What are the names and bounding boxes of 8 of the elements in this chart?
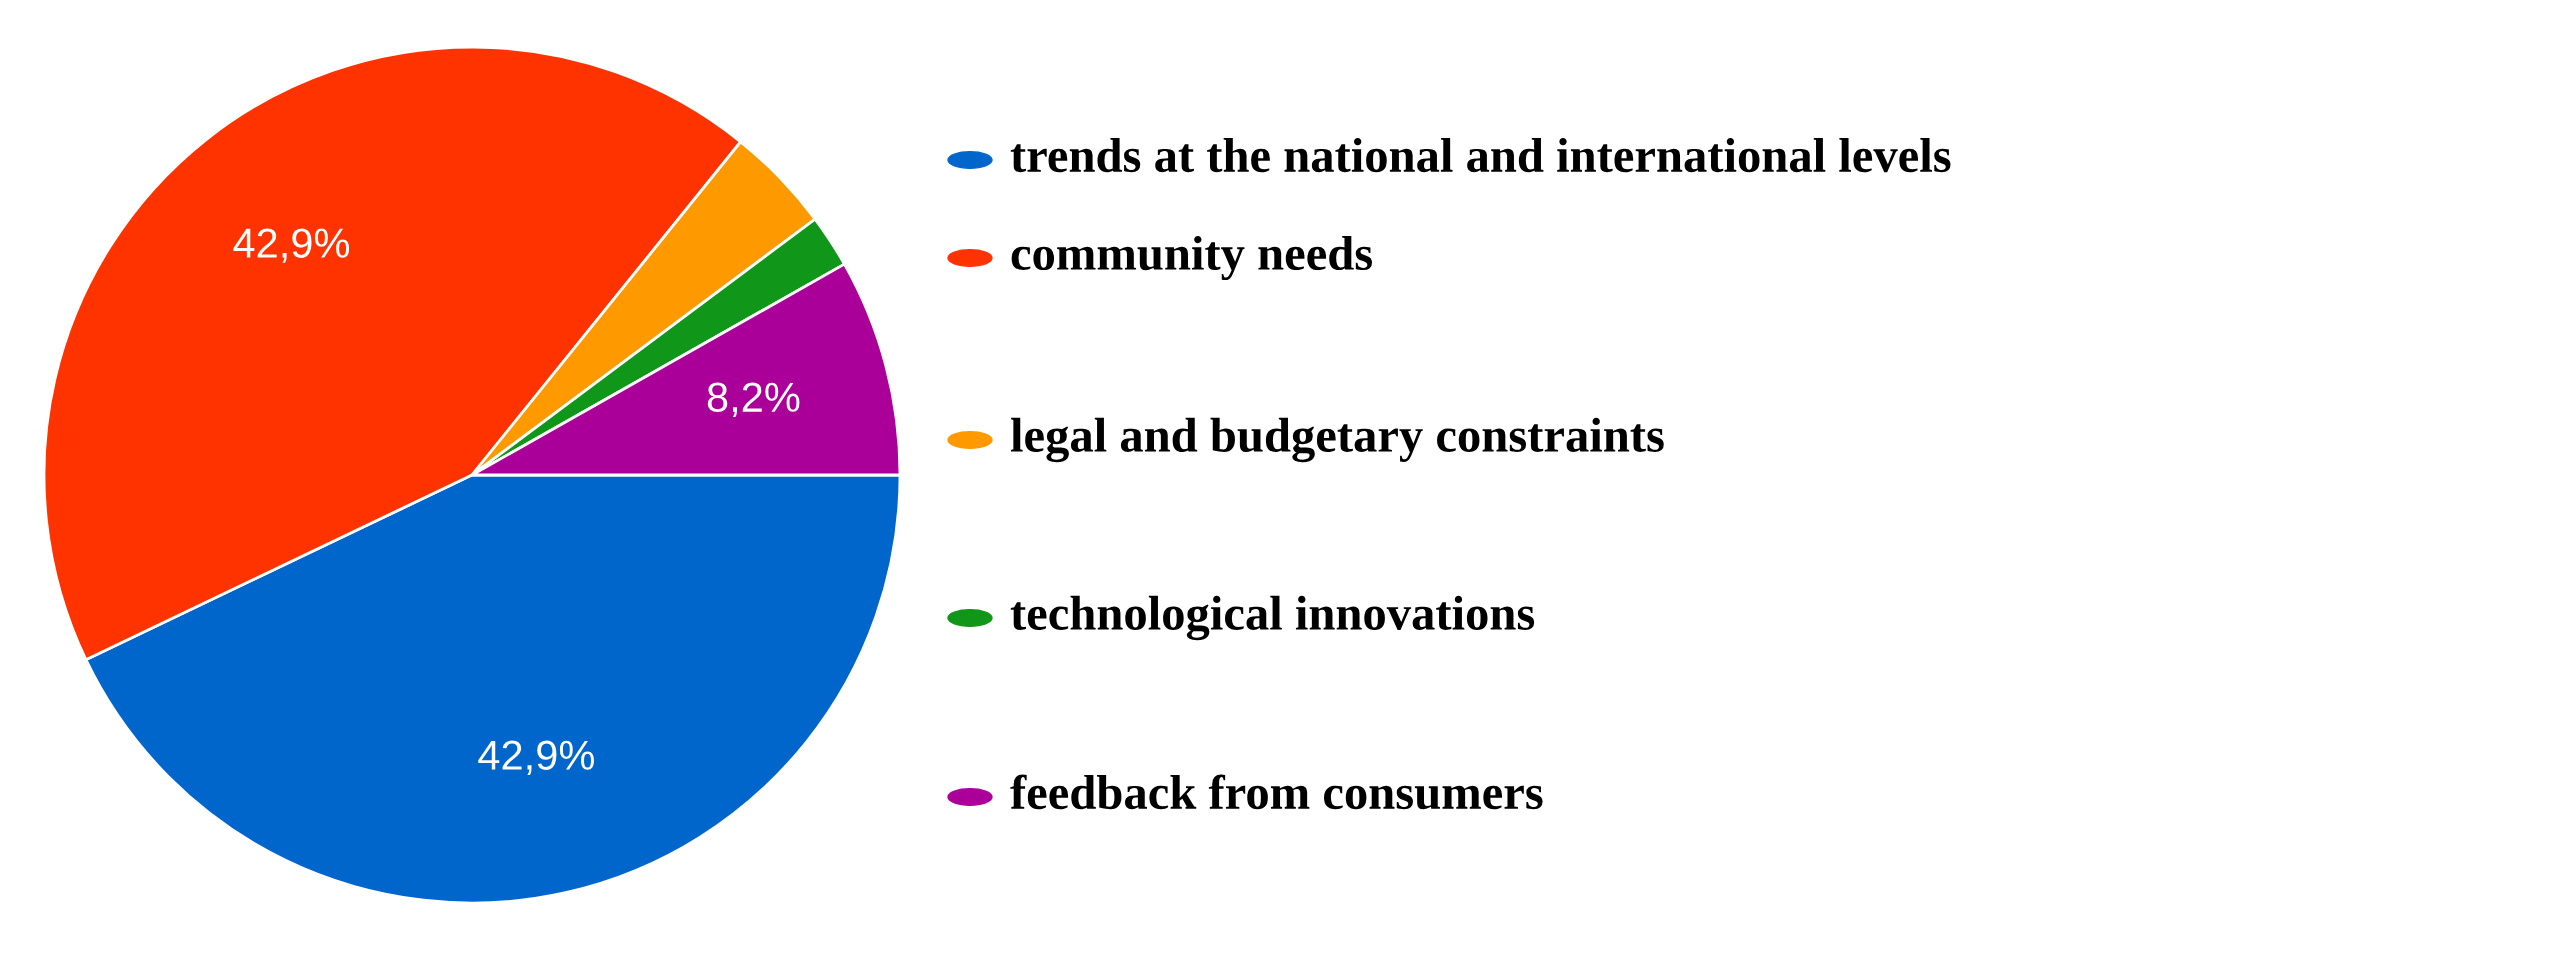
legend-label: trends at the national and international levels — [1010, 137, 1951, 173]
legend-label: technological innovations — [1010, 595, 1535, 641]
data-label: 8,2% — [707, 382, 800, 417]
legend-label: legal and budgetary constraints — [1010, 417, 1664, 463]
data-label: 42,9% — [478, 740, 594, 775]
legend-label: community needs — [1011, 235, 1373, 281]
legend-label: feedback from consumers — [1010, 774, 1543, 810]
data-label: 42,9% — [233, 228, 350, 263]
